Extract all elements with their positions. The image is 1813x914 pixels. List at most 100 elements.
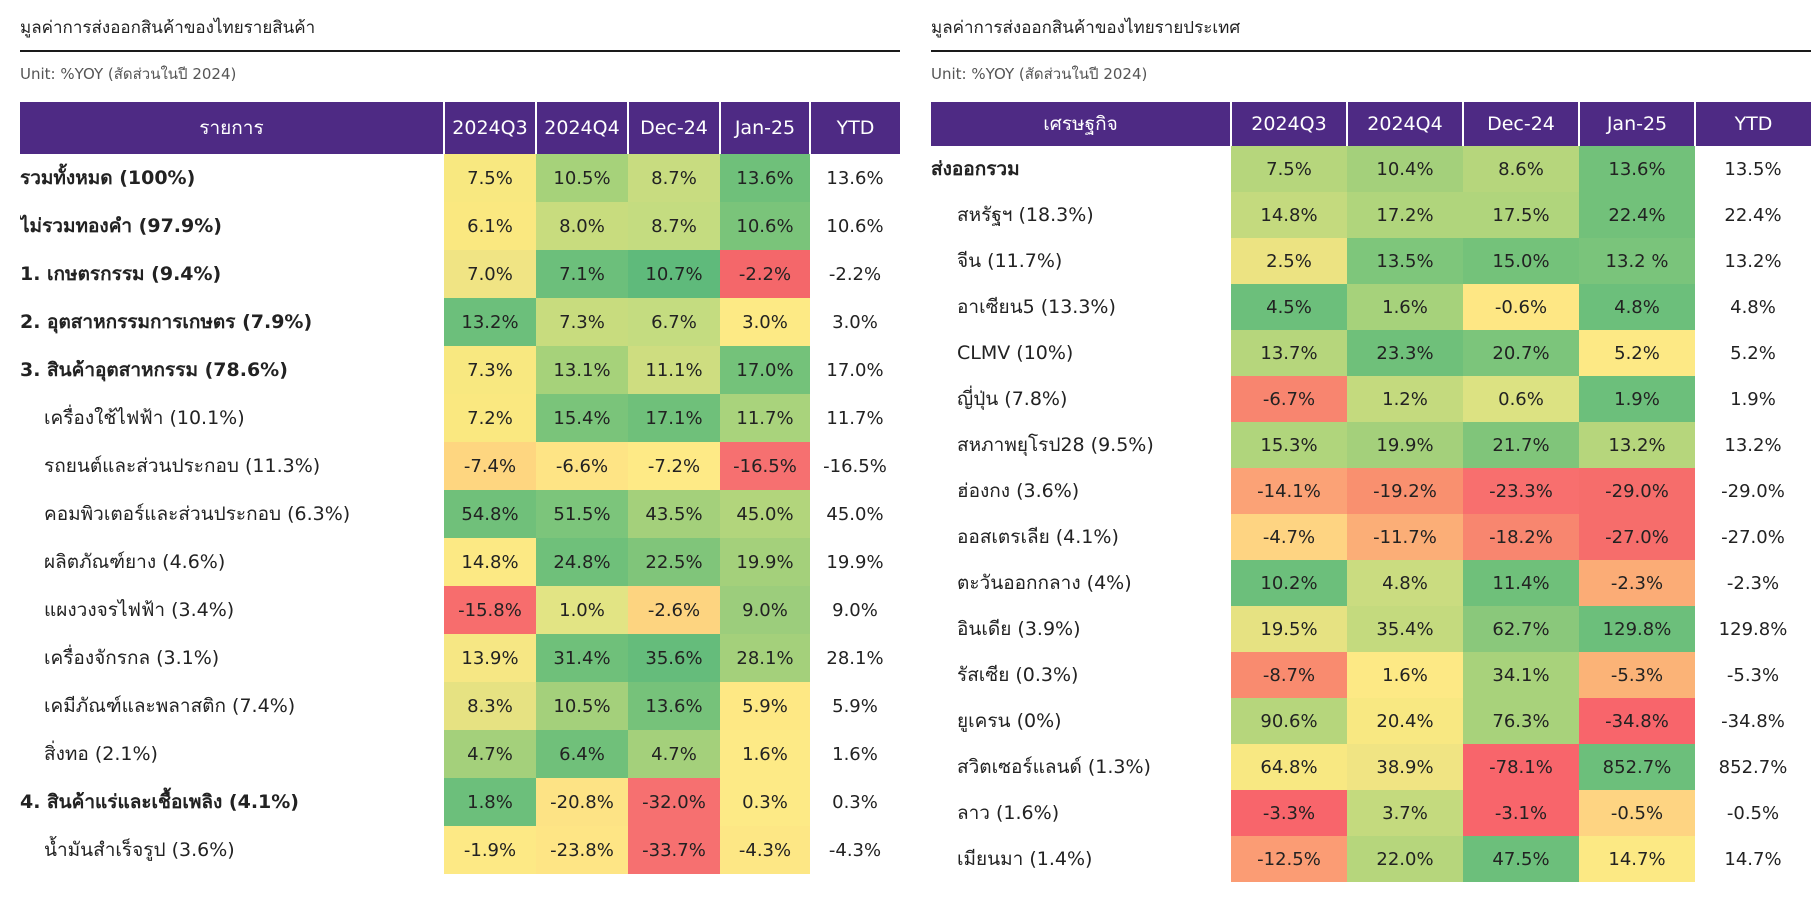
country-heatmap-table: เศรษฐกิจ 2024Q3 2024Q4 Dec-24 Jan-25 YTD ส่งอ… bbox=[931, 102, 1811, 882]
header-ytd: YTD bbox=[810, 102, 900, 154]
heatmap-cell: 54.8% bbox=[444, 490, 536, 538]
ytd-cell: 129.8% bbox=[1695, 606, 1811, 652]
header-ytd: YTD bbox=[1695, 102, 1811, 146]
table-row: สหรัฐฯ (18.3%) 14.8% 17.2% 17.5% 22.4% 22.4% bbox=[931, 192, 1811, 238]
header-row: รายการ 2024Q3 2024Q4 Dec-24 Jan-25 YTD bbox=[20, 102, 900, 154]
panel-title: มูลค่าการส่งออกสินค้าของไทยรายประเทศ bbox=[931, 18, 1241, 38]
heatmap-cell: 62.7% bbox=[1463, 606, 1579, 652]
table-row: ส่งออกรวม 7.5% 10.4% 8.6% 13.6% 13.5% bbox=[931, 146, 1811, 192]
heatmap-cell: 7.0% bbox=[444, 250, 536, 298]
heatmap-cell: 15.0% bbox=[1463, 238, 1579, 284]
table-row: ไม่รวมทองคำ (97.9%) 6.1% 8.0% 8.7% 10.6% 10.6… bbox=[20, 202, 900, 250]
ytd-cell: 45.0% bbox=[810, 490, 900, 538]
heatmap-cell: 17.1% bbox=[628, 394, 720, 442]
heatmap-cell: -16.5% bbox=[720, 442, 810, 490]
table-row: น้ำมันสำเร็จรูป (3.6%) -1.9% -23.8% -33.7% -… bbox=[20, 826, 900, 874]
ytd-cell: -29.0% bbox=[1695, 468, 1811, 514]
ytd-cell: 4.8% bbox=[1695, 284, 1811, 330]
heatmap-cell: 13.1% bbox=[536, 346, 628, 394]
header-dec-24: Dec-24 bbox=[628, 102, 721, 154]
heatmap-cell: 15.3% bbox=[1231, 422, 1347, 468]
title-divider bbox=[20, 50, 900, 52]
heatmap-cell: 9.0% bbox=[720, 586, 810, 634]
heatmap-cell: 1.9% bbox=[1579, 376, 1695, 422]
table-row: เคมีภัณฑ์และพลาสติก (7.4%) 8.3% 10.5% 13.6%… bbox=[20, 682, 900, 730]
heatmap-cell: -32.0% bbox=[628, 778, 720, 826]
heatmap-cell: -4.7% bbox=[1231, 514, 1347, 560]
heatmap-cell: 3.0% bbox=[720, 298, 810, 346]
heatmap-cell: 45.0% bbox=[720, 490, 810, 538]
row-label: สหภาพยุโรป28 (9.5%) bbox=[957, 434, 1154, 456]
heatmap-cell: 8.0% bbox=[536, 202, 628, 250]
ytd-cell: 13.2% bbox=[1695, 422, 1811, 468]
heatmap-cell: 1.2% bbox=[1347, 376, 1463, 422]
heatmap-cell: 10.7% bbox=[628, 250, 720, 298]
row-label: สหรัฐฯ (18.3%) bbox=[957, 204, 1094, 226]
heatmap-cell: 35.4% bbox=[1347, 606, 1463, 652]
title-divider bbox=[931, 50, 1811, 52]
heatmap-cell: 2.5% bbox=[1231, 238, 1347, 284]
heatmap-cell: 14.7% bbox=[1579, 836, 1695, 882]
heatmap-cell: 21.7% bbox=[1463, 422, 1579, 468]
heatmap-cell: 1.8% bbox=[444, 778, 536, 826]
row-label: 3. สินค้าอุตสาหกรรม (78.6%) bbox=[20, 359, 288, 381]
heatmap-cell: 90.6% bbox=[1231, 698, 1347, 744]
ytd-cell: 1.6% bbox=[810, 730, 900, 778]
ytd-cell: 5.2% bbox=[1695, 330, 1811, 376]
heatmap-cell: 7.2% bbox=[444, 394, 536, 442]
header-jan-25: Jan-25 bbox=[720, 102, 811, 154]
table-row: 1. เกษตรกรรม (9.4%) 7.0% 7.1% 10.7% -2.2% -2.… bbox=[20, 250, 900, 298]
heatmap-cell: -2.2% bbox=[720, 250, 810, 298]
heatmap-cell: 19.9% bbox=[720, 538, 810, 586]
row-label: รัสเซีย (0.3%) bbox=[957, 664, 1079, 686]
ytd-cell: 3.0% bbox=[810, 298, 900, 346]
row-label: รวมทั้งหมด (100%) bbox=[20, 167, 196, 189]
heatmap-cell: 4.8% bbox=[1347, 560, 1463, 606]
heatmap-cell: -3.3% bbox=[1231, 790, 1347, 836]
table-row: 3. สินค้าอุตสาหกรรม (78.6%) 7.3% 13.1% 11.1… bbox=[20, 346, 900, 394]
ytd-cell: -16.5% bbox=[810, 442, 900, 490]
heatmap-cell: -33.7% bbox=[628, 826, 720, 874]
ytd-cell: -27.0% bbox=[1695, 514, 1811, 560]
header-2024q4: 2024Q4 bbox=[536, 102, 629, 154]
table-row: ลาว (1.6%) -3.3% 3.7% -3.1% -0.5% -0.5% bbox=[931, 790, 1811, 836]
heatmap-cell: 4.5% bbox=[1231, 284, 1347, 330]
header-2024q3: 2024Q3 bbox=[1231, 102, 1348, 146]
heatmap-cell: 7.3% bbox=[536, 298, 628, 346]
heatmap-cell: -6.6% bbox=[536, 442, 628, 490]
heatmap-cell: -34.8% bbox=[1579, 698, 1695, 744]
row-label: ตะวันออกกลาง (4%) bbox=[957, 572, 1132, 594]
heatmap-cell: 11.7% bbox=[720, 394, 810, 442]
heatmap-cell: 11.1% bbox=[628, 346, 720, 394]
table-row: รัสเซีย (0.3%) -8.7% 1.6% 34.1% -5.3% -5.3% bbox=[931, 652, 1811, 698]
heatmap-cell: 19.9% bbox=[1347, 422, 1463, 468]
ytd-cell: 22.4% bbox=[1695, 192, 1811, 238]
heatmap-cell: 0.3% bbox=[720, 778, 810, 826]
heatmap-cell: 14.8% bbox=[444, 538, 536, 586]
heatmap-cell: 129.8% bbox=[1579, 606, 1695, 652]
heatmap-cell: -7.4% bbox=[444, 442, 536, 490]
heatmap-cell: 0.6% bbox=[1463, 376, 1579, 422]
header-dec-24: Dec-24 bbox=[1463, 102, 1580, 146]
ytd-cell: 1.9% bbox=[1695, 376, 1811, 422]
heatmap-cell: 10.6% bbox=[720, 202, 810, 250]
table-row: จีน (11.7%) 2.5% 13.5% 15.0% 13.2 % 13.2% bbox=[931, 238, 1811, 284]
heatmap-cell: 14.8% bbox=[1231, 192, 1347, 238]
heatmap-cell: -12.5% bbox=[1231, 836, 1347, 882]
table-row: CLMV (10%) 13.7% 23.3% 20.7% 5.2% 5.2% bbox=[931, 330, 1811, 376]
heatmap-cell: 5.9% bbox=[720, 682, 810, 730]
heatmap-cell: 7.5% bbox=[1231, 146, 1347, 192]
row-label: ส่งออกรวม bbox=[931, 158, 1020, 180]
unit-label: Unit: %YOY (สัดส่วนในปี 2024) bbox=[931, 65, 1148, 83]
header-2024q4: 2024Q4 bbox=[1347, 102, 1464, 146]
row-label: 1. เกษตรกรรม (9.4%) bbox=[20, 263, 222, 285]
heatmap-cell: 7.3% bbox=[444, 346, 536, 394]
heatmap-cell: 19.5% bbox=[1231, 606, 1347, 652]
heatmap-cell: -15.8% bbox=[444, 586, 536, 634]
heatmap-cell: 28.1% bbox=[720, 634, 810, 682]
row-label: เมียนมา (1.4%) bbox=[957, 848, 1093, 870]
heatmap-cell: 3.7% bbox=[1347, 790, 1463, 836]
row-label: ลาว (1.6%) bbox=[957, 802, 1060, 824]
heatmap-cell: 1.0% bbox=[536, 586, 628, 634]
row-label: ไม่รวมทองคำ (97.9%) bbox=[20, 215, 222, 237]
